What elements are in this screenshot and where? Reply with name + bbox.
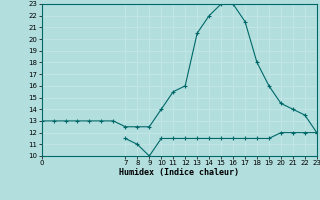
X-axis label: Humidex (Indice chaleur): Humidex (Indice chaleur) bbox=[119, 168, 239, 177]
